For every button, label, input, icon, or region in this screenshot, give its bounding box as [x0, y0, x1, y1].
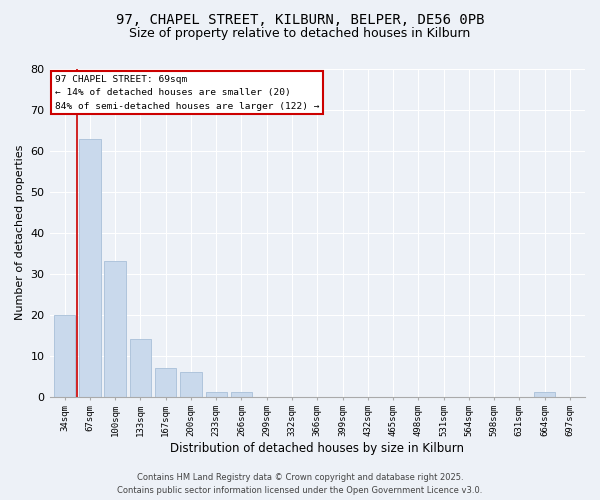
Text: Contains HM Land Registry data © Crown copyright and database right 2025.
Contai: Contains HM Land Registry data © Crown c… [118, 474, 482, 495]
X-axis label: Distribution of detached houses by size in Kilburn: Distribution of detached houses by size … [170, 442, 464, 455]
Y-axis label: Number of detached properties: Number of detached properties [15, 145, 25, 320]
Bar [155, 368, 176, 396]
Bar [231, 392, 252, 396]
Bar [79, 138, 101, 396]
Bar [534, 392, 556, 396]
Text: 97 CHAPEL STREET: 69sqm
← 14% of detached houses are smaller (20)
84% of semi-de: 97 CHAPEL STREET: 69sqm ← 14% of detache… [55, 75, 319, 110]
Bar [206, 392, 227, 396]
Bar [180, 372, 202, 396]
Bar [104, 262, 126, 396]
Bar [130, 339, 151, 396]
Bar [54, 314, 76, 396]
Text: Size of property relative to detached houses in Kilburn: Size of property relative to detached ho… [130, 28, 470, 40]
Text: 97, CHAPEL STREET, KILBURN, BELPER, DE56 0PB: 97, CHAPEL STREET, KILBURN, BELPER, DE56… [116, 12, 484, 26]
